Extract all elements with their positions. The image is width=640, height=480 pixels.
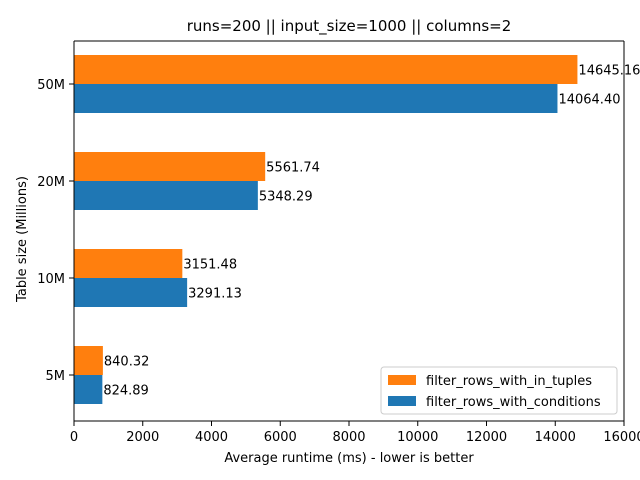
data-label-1-1: 3291.13 [188, 287, 242, 302]
x-tick-label-2: 4000 [195, 430, 228, 445]
x-axis-label: Average runtime (ms) - lower is better [224, 451, 474, 466]
legend-frame [380, 366, 618, 415]
chart-title: runs=200 || input_size=1000 || columns=2 [187, 17, 512, 36]
plot-area: 840.32 3151.48 5561.74 14645.16 824.89 3291.1… [37, 40, 640, 445]
data-label-0-1: 3151.48 [183, 258, 237, 273]
bar-1-0 [74, 375, 103, 404]
y-tick-label-2: 20M [37, 175, 65, 190]
legend-label-1: filter_rows_with_conditions [426, 395, 601, 410]
x-tick-label-7: 14000 [535, 430, 576, 445]
y-tick-label-3: 50M [37, 78, 65, 93]
bar-0-1 [74, 249, 183, 278]
x-tick-label-4: 8000 [332, 430, 365, 445]
x-tick-label-6: 12000 [466, 430, 507, 445]
data-label-1-3: 14064.40 [558, 93, 620, 108]
bar-1-3 [74, 84, 558, 113]
legend-swatch-1 [388, 396, 416, 406]
x-tick-label-8: 16000 [603, 430, 640, 445]
x-tick-label-3: 6000 [264, 430, 297, 445]
bar-0-2 [74, 152, 266, 181]
data-label-0-3: 14645.16 [578, 64, 640, 79]
y-tick-label-1: 10M [37, 272, 65, 287]
bar-0-0 [74, 346, 103, 375]
x-tick-label-1: 2000 [126, 430, 159, 445]
data-label-1-0: 824.89 [103, 384, 149, 399]
bar-1-2 [74, 181, 258, 210]
y-axis-label: Table size (Millions) [15, 176, 30, 303]
x-tick-label-5: 10000 [397, 430, 438, 445]
data-label-0-0: 840.32 [104, 355, 150, 370]
legend-label-0: filter_rows_with_in_tuples [426, 374, 592, 389]
legend: filter_rows_with_in_tuples filter_rows_wi… [380, 366, 618, 415]
y-tick-label-0: 5M [46, 369, 66, 384]
data-label-0-2: 5561.74 [266, 161, 320, 176]
x-tick-label-0: 0 [70, 430, 78, 445]
bar-1-1 [74, 278, 188, 307]
legend-swatch-0 [388, 375, 416, 385]
bar-0-3 [74, 55, 578, 84]
data-label-1-2: 5348.29 [259, 190, 313, 205]
